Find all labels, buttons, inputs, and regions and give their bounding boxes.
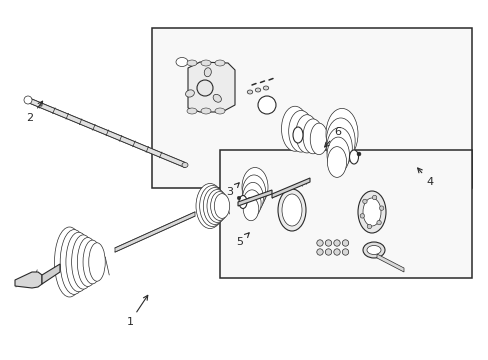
Polygon shape <box>28 98 184 167</box>
Ellipse shape <box>215 108 224 114</box>
Polygon shape <box>42 264 60 284</box>
Circle shape <box>362 199 366 204</box>
Circle shape <box>197 80 213 96</box>
Ellipse shape <box>210 192 228 220</box>
Circle shape <box>366 224 371 229</box>
Polygon shape <box>187 62 235 112</box>
Circle shape <box>359 214 364 218</box>
Ellipse shape <box>243 190 261 217</box>
Ellipse shape <box>60 230 88 294</box>
Ellipse shape <box>201 108 210 114</box>
Ellipse shape <box>199 185 224 226</box>
Ellipse shape <box>77 238 98 287</box>
Polygon shape <box>238 190 271 206</box>
Circle shape <box>342 240 348 246</box>
Ellipse shape <box>182 162 187 167</box>
Ellipse shape <box>303 119 322 154</box>
Ellipse shape <box>83 240 102 284</box>
Polygon shape <box>152 28 471 188</box>
Polygon shape <box>115 212 195 252</box>
Ellipse shape <box>196 184 224 229</box>
Polygon shape <box>271 178 309 198</box>
Ellipse shape <box>362 242 384 258</box>
Circle shape <box>316 240 323 246</box>
Polygon shape <box>376 254 403 272</box>
Ellipse shape <box>349 150 358 164</box>
Ellipse shape <box>54 227 84 297</box>
Ellipse shape <box>326 137 349 173</box>
Text: 6: 6 <box>324 127 341 147</box>
Ellipse shape <box>327 147 346 177</box>
Ellipse shape <box>214 194 229 219</box>
Ellipse shape <box>362 198 380 226</box>
Circle shape <box>356 152 360 156</box>
Ellipse shape <box>186 108 197 114</box>
Ellipse shape <box>255 88 260 92</box>
Circle shape <box>325 240 331 246</box>
Circle shape <box>372 195 376 200</box>
Polygon shape <box>15 272 42 288</box>
Text: 1: 1 <box>126 295 147 327</box>
Polygon shape <box>220 150 471 278</box>
Ellipse shape <box>309 123 327 155</box>
Ellipse shape <box>203 188 226 224</box>
Ellipse shape <box>239 195 246 208</box>
Ellipse shape <box>326 127 351 168</box>
Ellipse shape <box>88 243 105 281</box>
Circle shape <box>379 206 383 210</box>
Circle shape <box>376 220 381 225</box>
Circle shape <box>258 96 275 114</box>
Circle shape <box>24 96 32 104</box>
Text: 2: 2 <box>26 101 42 123</box>
Ellipse shape <box>206 190 227 222</box>
Ellipse shape <box>66 232 91 292</box>
Ellipse shape <box>281 106 308 151</box>
Ellipse shape <box>357 191 385 233</box>
Ellipse shape <box>71 235 95 289</box>
Ellipse shape <box>325 108 357 159</box>
Ellipse shape <box>242 167 267 207</box>
Circle shape <box>333 249 340 255</box>
Ellipse shape <box>213 94 221 102</box>
Circle shape <box>316 249 323 255</box>
Ellipse shape <box>242 183 263 213</box>
Ellipse shape <box>247 90 252 94</box>
Ellipse shape <box>288 111 313 152</box>
Ellipse shape <box>366 246 380 255</box>
Ellipse shape <box>282 194 302 226</box>
Text: 4: 4 <box>417 168 433 187</box>
Ellipse shape <box>292 127 303 143</box>
Ellipse shape <box>186 60 197 66</box>
Circle shape <box>237 196 240 200</box>
Ellipse shape <box>215 60 224 66</box>
Ellipse shape <box>204 68 211 77</box>
Ellipse shape <box>295 115 318 153</box>
Circle shape <box>333 240 340 246</box>
Circle shape <box>342 249 348 255</box>
Text: 5: 5 <box>236 233 249 247</box>
Text: 3: 3 <box>226 183 239 197</box>
Ellipse shape <box>201 60 210 66</box>
Ellipse shape <box>185 90 194 97</box>
Ellipse shape <box>176 58 187 67</box>
Ellipse shape <box>278 189 305 231</box>
Circle shape <box>325 249 331 255</box>
Ellipse shape <box>243 197 258 221</box>
Ellipse shape <box>325 118 354 164</box>
Ellipse shape <box>242 175 265 210</box>
Ellipse shape <box>263 86 268 90</box>
